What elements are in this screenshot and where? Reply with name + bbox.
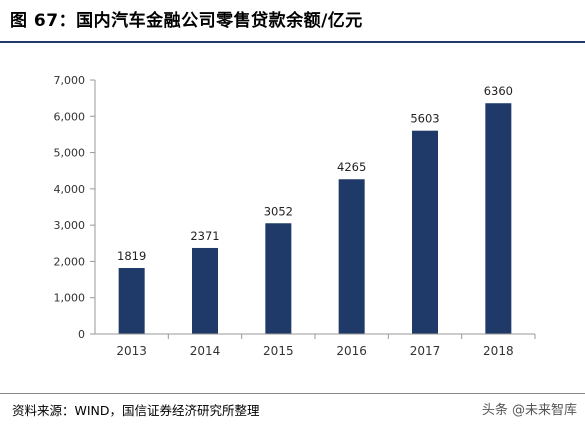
x-tick-label: 2018 [483,344,514,358]
bar-chart: 0 1,000 2,000 3,000 4,000 5,000 6,000 7,000 181… [54,74,536,358]
x-tick-label: 2014 [190,344,221,358]
bar [118,267,145,334]
figure-title: 图 67：国内汽车金融公司零售贷款余额/亿元 [10,11,363,31]
bar [412,130,438,334]
y-tick-label: 5,000 [54,147,86,160]
x-axis: 2013 2014 2015 2016 2017 2018 [95,333,536,358]
watermark: 头条 @未来智库 [481,403,577,418]
bar [192,247,218,334]
y-tick-label: 2,000 [54,255,86,268]
x-tick-label: 2013 [116,344,147,358]
data-label: 5603 [410,112,439,126]
x-tick-label: 2015 [263,344,294,358]
title-rule [0,41,585,43]
data-label: 6360 [484,84,513,98]
footer-rule [0,393,585,394]
bar [265,223,292,334]
data-label: 4265 [337,160,366,174]
y-tick-label: 7,000 [54,74,86,87]
data-label: 3052 [264,204,293,218]
y-axis: 0 1,000 2,000 3,000 4,000 5,000 6,000 7,000 [54,74,96,341]
y-tick-label: 1,000 [54,292,86,305]
figure-header: 图 67：国内汽车金融公司零售贷款余额/亿元 [0,0,585,44]
bars: 1819 2371 3052 4265 5603 6360 [117,84,513,334]
y-tick-label: 4,000 [54,183,86,196]
y-tick-label: 3,000 [54,219,86,232]
data-label: 2371 [190,229,219,243]
data-label: 1819 [117,249,146,263]
x-tick-label: 2017 [410,344,441,358]
bar [338,179,365,334]
y-tick-label: 0 [78,328,85,341]
bar [485,103,512,334]
source-note: 资料来源：WIND，国信证券经济研究所整理 [12,403,260,418]
y-tick-label: 6,000 [54,110,86,123]
x-tick-label: 2016 [336,344,367,358]
